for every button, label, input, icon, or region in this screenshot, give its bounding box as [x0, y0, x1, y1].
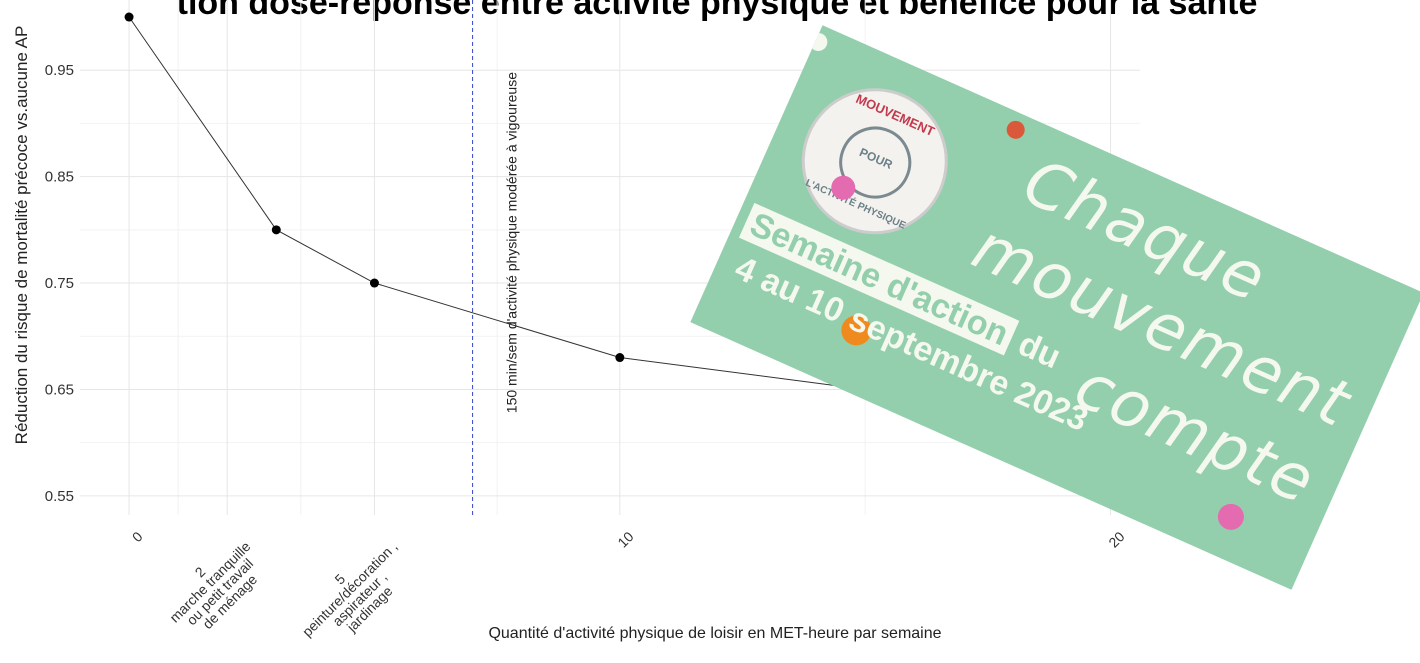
y-tick-label: 0.95 — [45, 62, 74, 79]
reference-label: 150 min/sem d'activité physique modérée … — [504, 72, 520, 413]
point — [369, 278, 379, 288]
point — [271, 225, 281, 235]
y-axis-label: Réduction du risque de mortalité précoce… — [12, 26, 31, 445]
y-tick-label: 0.55 — [45, 488, 74, 505]
x-axis-label: Quantité d'activité physique de loisir e… — [488, 625, 941, 642]
dot — [1003, 117, 1028, 142]
y-tick-label: 0.65 — [45, 381, 74, 398]
y-tick-label: 0.85 — [45, 169, 74, 186]
point — [124, 12, 134, 22]
chart-title: tion dose-réponse entre activité physiqu… — [177, 0, 1258, 22]
event-suffix: du — [1012, 324, 1067, 377]
dot — [1213, 499, 1249, 534]
y-tick-label: 0.75 — [45, 275, 74, 292]
point — [615, 353, 625, 363]
